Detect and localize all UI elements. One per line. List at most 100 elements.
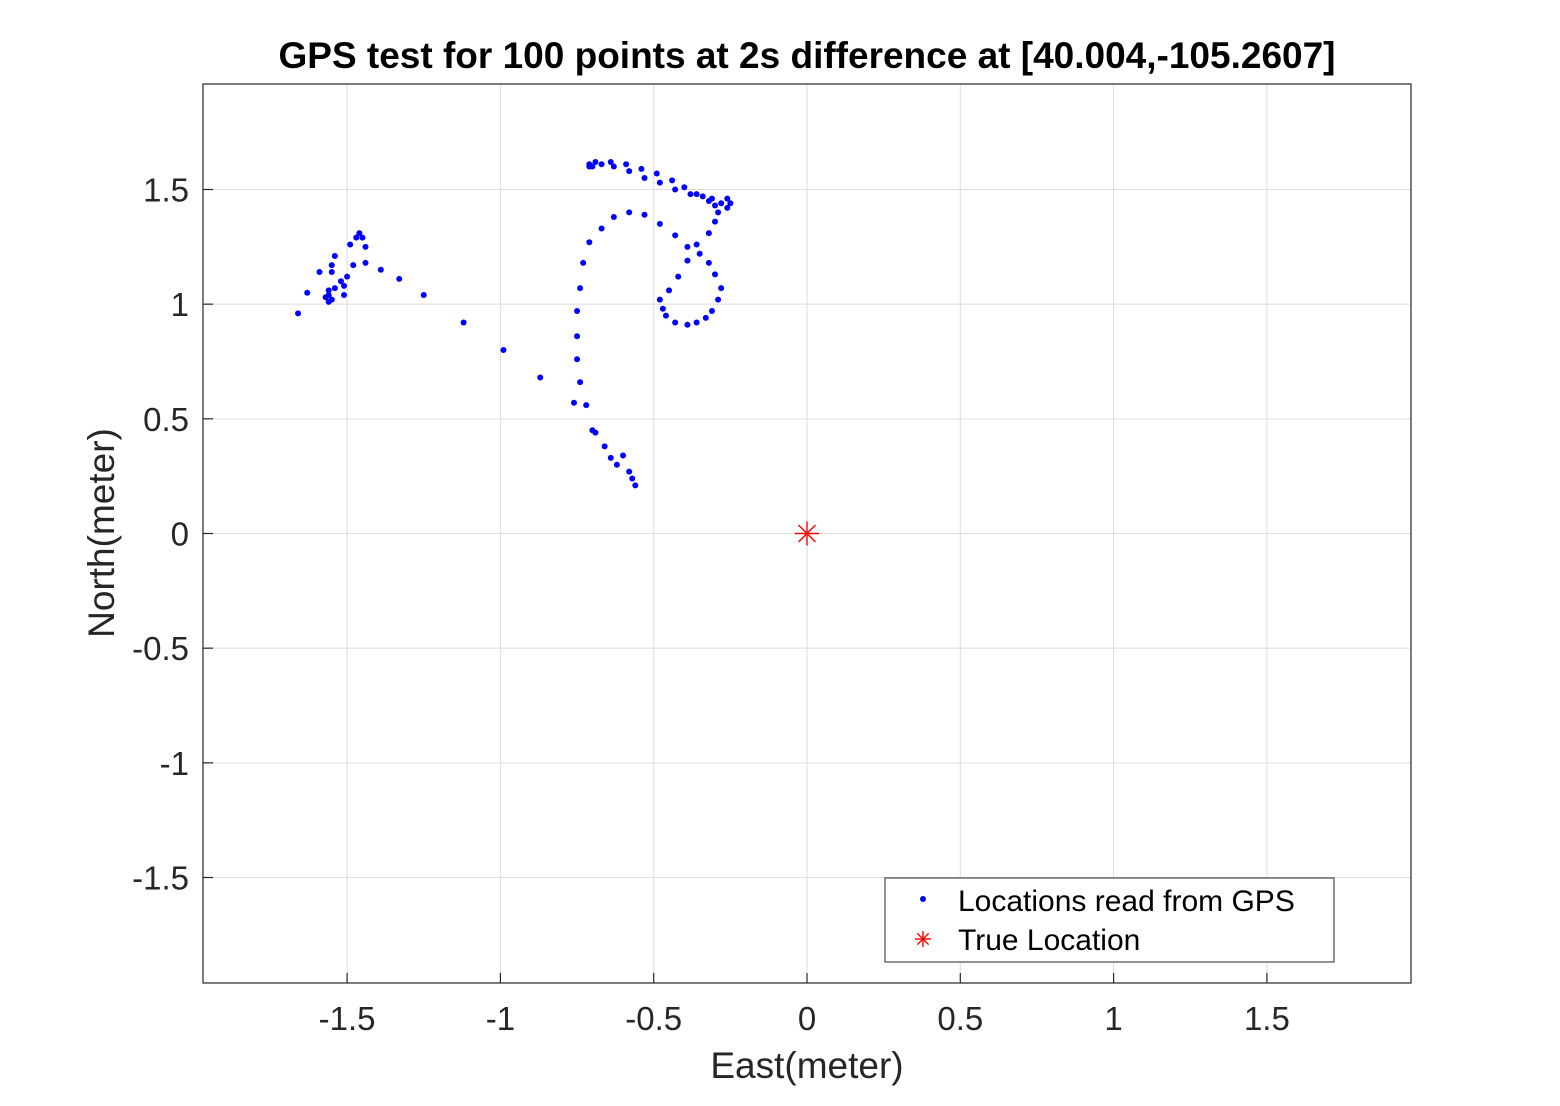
gps-location-point (684, 257, 691, 264)
gps-location-point (420, 291, 427, 298)
gps-location-point (699, 193, 706, 200)
gps-location-point (641, 211, 648, 218)
gps-location-point (537, 374, 544, 381)
data-points (295, 158, 819, 546)
x-tick-label: -1 (486, 1000, 515, 1037)
gps-location-point (328, 296, 335, 303)
gps-location-point (580, 259, 587, 266)
legend-label-gps: Locations read from GPS (958, 885, 1295, 918)
x-axis-label: East(meter) (710, 1045, 903, 1086)
y-tick-label: 1 (171, 286, 189, 323)
gps-location-point (693, 241, 700, 248)
gps-location-point (629, 475, 636, 482)
gps-location-point (598, 225, 605, 232)
gps-location-point (626, 209, 633, 216)
gps-location-point (592, 429, 599, 436)
gps-location-point (325, 287, 332, 294)
gps-location-point (675, 273, 682, 280)
gps-location-point (696, 250, 703, 257)
legend-marker-gps (920, 896, 926, 902)
legend-dot (920, 896, 926, 902)
y-tick-label: -1 (160, 745, 189, 782)
gps-location-point (396, 275, 403, 282)
x-tick-label: 1.5 (1244, 1000, 1290, 1037)
legend-box (884, 877, 1335, 963)
true-location-marker (795, 521, 819, 546)
gps-location-point (687, 191, 694, 198)
gps-location-point (653, 170, 660, 177)
gps-location-point (325, 291, 332, 298)
gps-location-point (705, 230, 712, 237)
gps-location-point (718, 200, 725, 207)
gps-location-point (715, 296, 722, 303)
gps-location-point (350, 262, 357, 269)
gps-location-point (574, 308, 581, 315)
gps-location-point (623, 161, 630, 168)
gps-location-point (362, 243, 369, 250)
gps-location-point (610, 214, 617, 221)
gps-location-point (341, 291, 348, 298)
x-tick-label: 0.5 (937, 1000, 983, 1037)
gps-location-point (662, 312, 669, 319)
x-tick-label: -1.5 (319, 1000, 376, 1037)
gps-location-point (702, 314, 709, 321)
gps-location-point (613, 461, 620, 468)
gps-location-point (672, 232, 679, 239)
y-tick-label: 0.5 (143, 401, 189, 438)
gps-location-point (656, 296, 663, 303)
y-tick-label: 1.5 (143, 171, 189, 208)
gps-location-point (353, 234, 360, 241)
gps-location-point (592, 158, 599, 165)
gps-location-point (460, 319, 467, 326)
gps-location-point (577, 285, 584, 292)
gps-location-point (724, 204, 731, 211)
gps-location-point (727, 200, 734, 207)
gps-location-point (500, 347, 507, 354)
gps-location-point (304, 289, 311, 296)
gps-location-point (684, 321, 691, 328)
y-tick-label: 0 (171, 516, 189, 553)
gps-location-point (607, 454, 614, 461)
gps-location-point (693, 319, 700, 326)
gps-location-point (331, 285, 338, 292)
gps-location-point (316, 269, 323, 276)
legend: Locations read from GPS True Location (884, 877, 1335, 963)
gps-location-point (607, 158, 614, 165)
gps-location-point (669, 177, 676, 184)
gps-location-point (574, 356, 581, 363)
gps-location-point (626, 168, 633, 175)
legend-asterisk (915, 931, 931, 947)
gps-location-point (638, 165, 645, 172)
gps-location-point (718, 285, 725, 292)
y-axis-label: North(meter) (81, 428, 122, 638)
gps-location-point (684, 243, 691, 250)
gps-location-point (724, 195, 731, 202)
gps-location-point (672, 319, 679, 326)
gps-location-point (656, 179, 663, 186)
gps-location-point (712, 271, 719, 278)
gps-location-point (341, 282, 348, 289)
y-tick-label: -1.5 (132, 860, 189, 897)
x-tick-label: 1 (1104, 1000, 1122, 1037)
gps-location-point (574, 333, 581, 340)
gps-location-point (672, 186, 679, 193)
gps-location-point (331, 253, 338, 260)
chart-title: GPS test for 100 points at 2s difference… (278, 35, 1335, 76)
gps-location-point (328, 262, 335, 269)
gps-location-point (601, 443, 608, 450)
axis-ticks: -1.5 -1 -0.5 0 0.5 1 1.5 -1.5 -1 -0.5 0 0.5 1 1.5 (132, 171, 1290, 1037)
gps-location-point (715, 209, 722, 216)
gps-location-point (712, 218, 719, 225)
gps-location-point (570, 399, 577, 406)
gps-location-point (666, 287, 673, 294)
legend-marker-true-location (915, 931, 931, 947)
gps-location-point (656, 220, 663, 227)
gps-location-point (356, 230, 363, 237)
gps-location-point (598, 161, 605, 168)
gps-location-point (583, 402, 590, 409)
gps-location-point (577, 379, 584, 386)
gps-location-point (708, 308, 715, 315)
gps-location-point (295, 310, 302, 317)
gps-location-point (610, 163, 617, 170)
